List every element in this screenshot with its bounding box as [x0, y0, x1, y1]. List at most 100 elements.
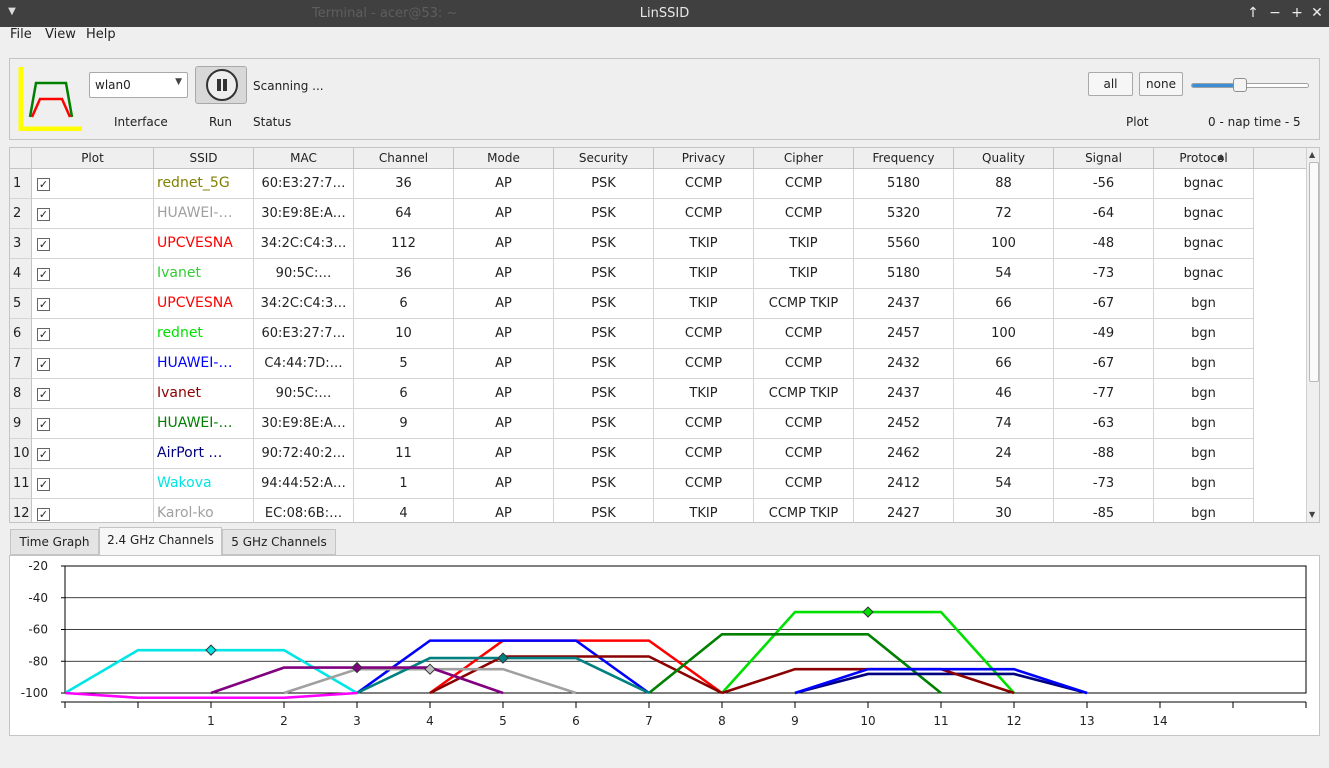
cell-signal: -67 — [1054, 349, 1154, 379]
table-row[interactable]: 12 ✓ Karol-ko EC:08:6B:… 4 AP PSK TKIP CCMP TKIP… — [10, 499, 1254, 522]
cell-channel: 9 — [354, 409, 454, 439]
column-header-channel[interactable]: Channel — [354, 148, 454, 169]
column-header-ssid[interactable]: SSID — [154, 148, 254, 169]
column-header-quality[interactable]: Quality — [954, 148, 1054, 169]
plot-label: Plot — [1126, 115, 1149, 129]
column-header-security[interactable]: Security — [554, 148, 654, 169]
table-row[interactable]: 1 ✓ rednet_5G 60:E3:27:7… 36 AP PSK CCMP CCMP 518… — [10, 169, 1254, 199]
chevron-down-icon: ▼ — [175, 77, 182, 87]
keep-above-icon[interactable]: ↑ — [1247, 5, 1259, 21]
cell-mac: 90:5C:… — [254, 379, 354, 409]
plot-none-button[interactable]: none — [1139, 72, 1183, 96]
tab-time-graph[interactable]: Time Graph — [10, 529, 99, 555]
plot-checkbox[interactable]: ✓ — [37, 208, 50, 221]
table-scrollbar[interactable]: ▲ ▼ — [1306, 148, 1319, 522]
table-row[interactable]: 11 ✓ Wakova 94:44:52:A… 1 AP PSK CCMP CCMP 2412 54… — [10, 469, 1254, 499]
column-header-mode[interactable]: Mode — [454, 148, 554, 169]
cell-channel: 5 — [354, 349, 454, 379]
plot-checkbox[interactable]: ✓ — [37, 478, 50, 491]
column-header-signal[interactable]: Signal — [1054, 148, 1154, 169]
row-number: 6 — [10, 319, 32, 349]
plot-checkbox[interactable]: ✓ — [37, 328, 50, 341]
column-header-protocol[interactable]: Protocol — [1154, 148, 1254, 169]
plot-checkbox[interactable]: ✓ — [37, 508, 50, 521]
channel-trace — [721, 610, 1015, 694]
table-row[interactable]: 9 ✓ HUAWEI-… 30:E9:8E:A… 9 AP PSK CCMP CCMP 2452 7… — [10, 409, 1254, 439]
cell-ssid: HUAWEI-… — [154, 349, 254, 379]
tab-5-ghz-channels[interactable]: 5 GHz Channels — [222, 529, 336, 555]
minimize-icon[interactable]: − — [1269, 5, 1281, 21]
plot-checkbox[interactable]: ✓ — [37, 298, 50, 311]
cell-privacy: CCMP — [654, 439, 754, 469]
cell-mode: AP — [454, 169, 554, 199]
plot-checkbox[interactable]: ✓ — [37, 388, 50, 401]
plot-checkbox[interactable]: ✓ — [37, 268, 50, 281]
plot-cell — [32, 349, 154, 379]
column-header-frequency[interactable]: Frequency — [854, 148, 954, 169]
table-row[interactable]: 3 ✓ UPCVESNA 34:2C:C4:3… 112 AP PSK TKIP TKIP 556… — [10, 229, 1254, 259]
cell-frequency: 2452 — [854, 409, 954, 439]
cell-protocol: bgn — [1154, 439, 1254, 469]
menu-file[interactable]: File — [10, 27, 32, 42]
header-corner — [10, 148, 32, 169]
scroll-up-icon[interactable]: ▲ — [1309, 150, 1316, 159]
table-row[interactable]: 4 ✓ Ivanet 90:5C:… 36 AP PSK TKIP TKIP 5180 54 -73 b… — [10, 259, 1254, 289]
plot-checkbox[interactable]: ✓ — [37, 178, 50, 191]
column-header-cipher[interactable]: Cipher — [754, 148, 854, 169]
cell-protocol: bgnac — [1154, 169, 1254, 199]
linssid-logo — [18, 67, 82, 131]
menu-help[interactable]: Help — [86, 27, 116, 42]
x-tick-label: 6 — [572, 714, 580, 728]
plot-all-button[interactable]: all — [1088, 72, 1133, 96]
plot-checkbox[interactable]: ✓ — [37, 358, 50, 371]
plot-checkbox[interactable]: ✓ — [37, 448, 50, 461]
run-pause-button[interactable] — [195, 66, 247, 104]
scrollbar-thumb[interactable] — [1309, 162, 1319, 382]
cell-security: PSK — [554, 319, 654, 349]
table-row[interactable]: 8 ✓ Ivanet 90:5C:… 6 AP PSK TKIP CCMP TKIP 2437 46… — [10, 379, 1254, 409]
scroll-down-icon[interactable]: ▼ — [1309, 510, 1316, 519]
cell-privacy: TKIP — [654, 289, 754, 319]
plot-cell — [32, 409, 154, 439]
cell-channel: 36 — [354, 169, 454, 199]
cell-frequency: 2432 — [854, 349, 954, 379]
table-row[interactable]: 5 ✓ UPCVESNA 34:2C:C4:3… 6 AP PSK TKIP CCMP TKIP… — [10, 289, 1254, 319]
cell-protocol: bgnac — [1154, 229, 1254, 259]
cell-cipher: CCMP — [754, 469, 854, 499]
table-row[interactable]: 6 ✓ rednet 60:E3:27:7… 10 AP PSK CCMP CCMP 2457 10… — [10, 319, 1254, 349]
row-number: 9 — [10, 409, 32, 439]
cell-channel: 64 — [354, 199, 454, 229]
menu-view[interactable]: View — [45, 27, 76, 42]
window-menu-icon[interactable]: ▼ — [8, 6, 16, 17]
plot-checkbox[interactable]: ✓ — [37, 418, 50, 431]
plot-checkbox[interactable]: ✓ — [37, 238, 50, 251]
cell-protocol: bgn — [1154, 289, 1254, 319]
maximize-icon[interactable]: + — [1291, 5, 1303, 21]
cell-mode: AP — [454, 469, 554, 499]
nap-time-slider[interactable] — [1191, 83, 1309, 88]
cell-quality: 54 — [954, 469, 1054, 499]
table-row[interactable]: 10 ✓ AirPort … 90:72:40:2… 11 AP PSK CCMP CCMP 24… — [10, 439, 1254, 469]
cell-frequency: 5320 — [854, 199, 954, 229]
cell-quality: 46 — [954, 379, 1054, 409]
table-row[interactable]: 2 ✓ HUAWEI-… 30:E9:8E:A… 64 AP PSK CCMP CCMP 5320… — [10, 199, 1254, 229]
plot-cell — [32, 229, 154, 259]
cell-privacy: TKIP — [654, 229, 754, 259]
cell-ssid: UPCVESNA — [154, 289, 254, 319]
cell-channel: 4 — [354, 499, 454, 522]
tab-2-4-ghz-channels[interactable]: 2.4 GHz Channels — [99, 527, 222, 555]
y-tick-label: -40 — [28, 591, 48, 605]
cell-ssid: rednet — [154, 319, 254, 349]
plot-cell — [32, 439, 154, 469]
column-header-privacy[interactable]: Privacy — [654, 148, 754, 169]
interface-select[interactable]: wlan0 ▼ — [89, 72, 188, 98]
column-header-plot[interactable]: Plot — [32, 148, 154, 169]
run-label: Run — [209, 115, 233, 129]
cell-channel: 1 — [354, 469, 454, 499]
nap-time-handle[interactable] — [1232, 78, 1247, 92]
table-row[interactable]: 7 ✓ HUAWEI-… C4:44:7D:… 5 AP PSK CCMP CCMP 2432 66… — [10, 349, 1254, 379]
close-icon[interactable]: ✕ — [1311, 5, 1323, 21]
cell-privacy: CCMP — [654, 349, 754, 379]
column-header-mac[interactable]: MAC — [254, 148, 354, 169]
